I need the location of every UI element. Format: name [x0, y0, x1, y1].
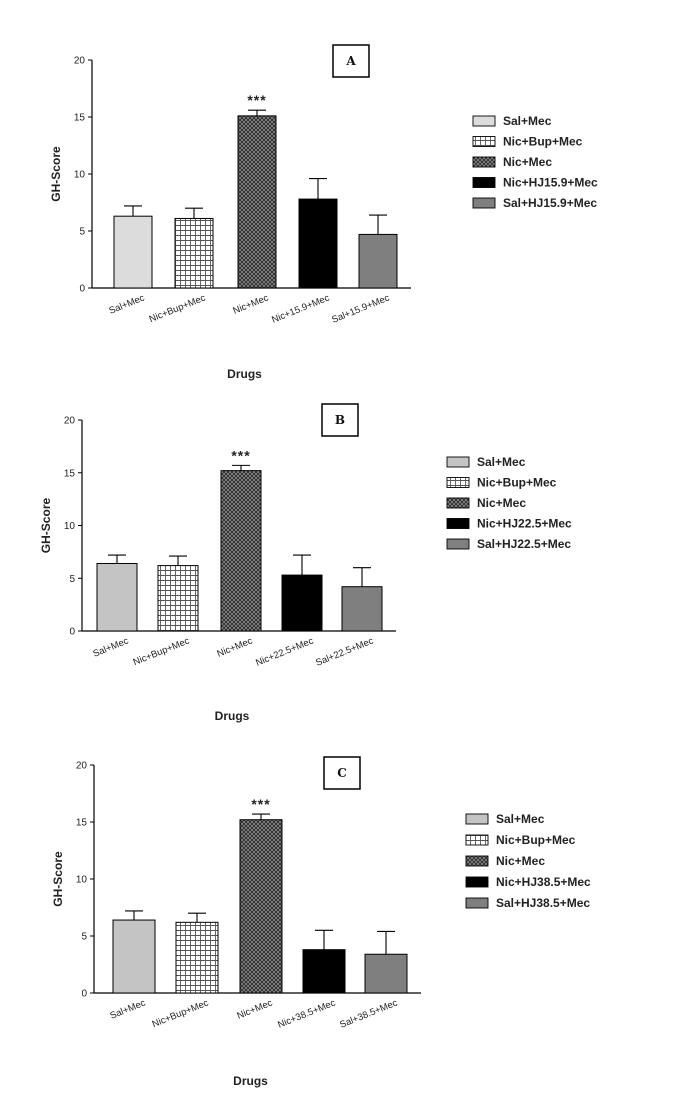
y-tick-label: 20	[76, 761, 88, 772]
panel-label: A	[345, 54, 356, 68]
category-label: Nic+22.5+Mec	[254, 635, 315, 668]
legend-swatch	[446, 518, 470, 529]
legend-swatch	[472, 156, 496, 168]
legend-swatch	[465, 813, 489, 825]
bar	[239, 819, 283, 994]
y-tick-label: 20	[74, 56, 86, 67]
y-tick-label: 15	[64, 468, 76, 479]
category-label: Nic+Bup+Mec	[148, 292, 208, 325]
legend-entry: Nic+Bup+Mec	[496, 833, 576, 847]
category-label: Nic+38.5+Mec	[276, 997, 337, 1030]
y-tick-label: 0	[69, 627, 75, 638]
y-tick-label: 5	[79, 227, 85, 238]
legend-swatch	[472, 115, 496, 127]
category-label: Sal+22.5+Mec	[314, 635, 375, 668]
bar	[302, 949, 346, 994]
x-axis-label: Drugs	[215, 709, 250, 723]
legend-entry: Sal+HJ22.5+Mec	[477, 537, 571, 551]
y-axis-label: GH-Score	[51, 851, 65, 907]
bar	[175, 921, 219, 994]
category-label: Nic+Mec	[231, 292, 270, 316]
y-axis-label: GH-Score	[39, 498, 53, 554]
panel-label-box	[321, 403, 359, 437]
legend: Sal+Mec Nic+Bup+Mec Nic+Mec Nic+HJ15.9+Mec S…	[472, 114, 598, 210]
y-axis-label: GH-Score	[49, 146, 63, 202]
y-tick-label: 20	[64, 416, 76, 427]
legend-swatch	[446, 497, 470, 509]
legend-entry: Nic+HJ15.9+Mec	[503, 176, 598, 190]
legend: Sal+Mec Nic+Bup+Mec Nic+Mec Nic+HJ38.5+Mec S…	[465, 812, 591, 910]
category-label: Sal+Mec	[91, 635, 130, 659]
legend-swatch	[446, 456, 470, 468]
bar	[112, 919, 156, 994]
legend-swatch	[446, 477, 470, 488]
legend-entry: Sal+Mec	[503, 114, 552, 128]
category-label: Nic+Mec	[215, 635, 254, 659]
category-label: Sal+15.9+Mec	[330, 292, 391, 325]
legend-entry: Nic+Bup+Mec	[503, 135, 583, 149]
legend-entry: Nic+HJ22.5+Mec	[477, 517, 572, 531]
significance-marker: ***	[247, 92, 266, 108]
category-label: Sal+Mec	[108, 997, 147, 1021]
bar	[157, 565, 199, 632]
bar	[96, 562, 138, 632]
panel-label-box	[332, 44, 370, 78]
legend-entry: Nic+Bup+Mec	[477, 476, 557, 490]
category-label: Nic+Mec	[235, 997, 274, 1021]
legend-entry: Nic+HJ38.5+Mec	[496, 875, 591, 889]
legend-entry: Sal+HJ38.5+Mec	[496, 896, 590, 910]
category-label: Nic+Bup+Mec	[151, 997, 211, 1030]
legend-swatch	[465, 897, 489, 909]
bar	[341, 586, 383, 632]
panel-label: C	[337, 766, 347, 780]
y-tick-label: 10	[76, 875, 88, 886]
y-tick-label: 10	[64, 521, 76, 532]
legend-swatch	[465, 855, 489, 867]
y-tick-label: 5	[69, 574, 75, 585]
legend-entry: Nic+Mec	[503, 155, 552, 169]
legend: Sal+Mec Nic+Bup+Mec Nic+Mec Nic+HJ22.5+Mec S…	[446, 455, 572, 551]
bar	[358, 233, 398, 289]
legend-swatch	[446, 538, 470, 550]
y-tick-label: 10	[74, 170, 86, 181]
y-tick-label: 15	[74, 113, 86, 124]
legend-swatch	[472, 136, 496, 147]
x-axis-label: Drugs	[233, 1074, 268, 1088]
y-tick-label: 0	[79, 284, 85, 295]
bar	[113, 215, 153, 289]
panel-label-box	[323, 756, 361, 790]
bar	[298, 198, 338, 289]
legend-entry: Sal+Mec	[496, 812, 545, 826]
bar	[220, 470, 262, 632]
category-label: Nic+Bup+Mec	[132, 635, 192, 668]
legend-entry: Sal+HJ15.9+Mec	[503, 196, 597, 210]
legend-swatch	[465, 834, 489, 846]
x-axis-label: Drugs	[227, 367, 262, 381]
significance-marker: ***	[231, 447, 250, 463]
y-tick-label: 15	[76, 818, 88, 829]
bar	[174, 217, 214, 289]
bar	[281, 574, 323, 632]
legend-swatch	[465, 876, 489, 888]
legend-swatch	[472, 197, 496, 209]
bar	[237, 115, 277, 289]
legend-entry: Nic+Mec	[477, 496, 526, 510]
legend-swatch	[472, 177, 496, 188]
y-tick-label: 0	[81, 989, 87, 1000]
category-label: Nic+15.9+Mec	[270, 292, 331, 325]
legend-entry: Nic+Mec	[496, 854, 545, 868]
bar	[364, 953, 408, 994]
legend-entry: Sal+Mec	[477, 455, 526, 469]
category-label: Sal+38.5+Mec	[338, 997, 399, 1030]
significance-marker: ***	[251, 796, 270, 812]
panel-label: B	[335, 413, 345, 427]
y-tick-label: 5	[81, 932, 87, 943]
category-label: Sal+Mec	[107, 292, 146, 316]
